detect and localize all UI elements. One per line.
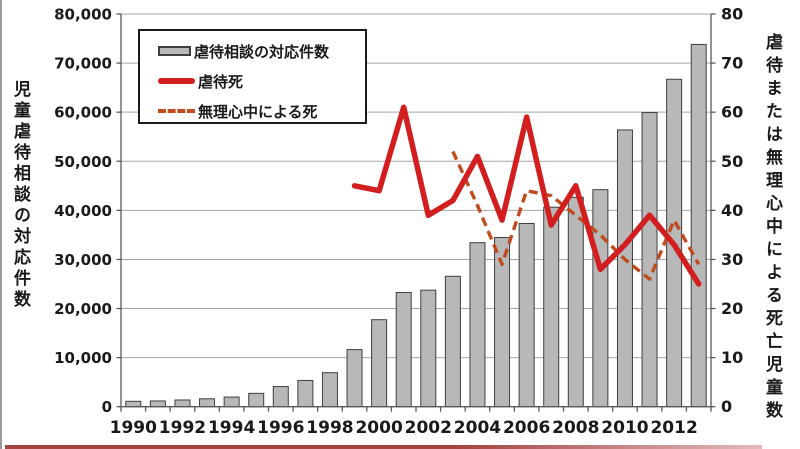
bar-2007 bbox=[543, 206, 560, 408]
window-edge-left bbox=[0, 0, 2, 449]
y-right-tick-label: 0 bbox=[721, 397, 732, 416]
x-tick-label: 2002 bbox=[405, 418, 452, 438]
y-right-tick-label: 80 bbox=[721, 5, 743, 24]
y-right-tick-label: 10 bbox=[721, 348, 743, 367]
x-tick-label: 1998 bbox=[306, 418, 353, 438]
bar-2002 bbox=[420, 289, 437, 408]
y-left-tick-label: 60,000 bbox=[54, 104, 112, 122]
solid-line-swatch-icon bbox=[158, 78, 195, 84]
x-tick-label: 2012 bbox=[650, 418, 697, 438]
y-right-tick-label: 60 bbox=[721, 103, 743, 122]
y-left-tick-label: 20,000 bbox=[54, 300, 112, 318]
bar-1998 bbox=[321, 372, 338, 408]
bar-1997 bbox=[297, 379, 314, 408]
bar-2004 bbox=[469, 242, 486, 408]
legend-label-murder-suicide: 無理心中による死 bbox=[198, 102, 318, 121]
dashed-line-swatch-icon bbox=[158, 109, 195, 113]
y-left-tick-label: 70,000 bbox=[54, 55, 112, 73]
y-left-tick-label: 10,000 bbox=[54, 349, 112, 367]
bar-1996 bbox=[272, 386, 289, 408]
bar-2013 bbox=[690, 43, 707, 408]
x-tick-label: 2006 bbox=[503, 418, 550, 438]
x-tick-label: 2004 bbox=[454, 418, 501, 438]
y-left-tick-label: 80,000 bbox=[54, 6, 112, 24]
legend-label-bars: 虐待相談の対応件数 bbox=[194, 42, 330, 61]
bar-2011 bbox=[641, 112, 658, 408]
bar-2001 bbox=[395, 291, 412, 408]
y-axis-title-right: 虐待または無理心中による死亡児童数 bbox=[762, 33, 782, 424]
bar-1992 bbox=[174, 399, 191, 408]
bar-1995 bbox=[248, 392, 265, 408]
x-tick-label: 1990 bbox=[110, 418, 157, 438]
bar-2008 bbox=[567, 196, 584, 408]
x-tick-label: 2000 bbox=[355, 418, 402, 438]
x-tick-label: 2010 bbox=[601, 418, 648, 438]
bar-2010 bbox=[616, 129, 633, 408]
y-right-tick-label: 70 bbox=[721, 54, 743, 73]
abuse-deaths-line bbox=[351, 104, 702, 287]
bar-2006 bbox=[518, 222, 535, 408]
y-right-tick-label: 50 bbox=[721, 152, 743, 171]
y-left-tick-label: 40,000 bbox=[54, 202, 112, 220]
x-tick-label: 2008 bbox=[552, 418, 599, 438]
murder-suicide-line bbox=[451, 150, 701, 281]
bar-1991 bbox=[149, 400, 166, 408]
x-tick-label: 1996 bbox=[257, 418, 304, 438]
y-right-tick-label: 40 bbox=[721, 201, 743, 220]
legend-item-abuse-deaths: 虐待死 bbox=[158, 66, 365, 96]
bar-swatch-icon bbox=[158, 46, 191, 56]
legend-label-abuse-deaths: 虐待死 bbox=[198, 72, 244, 91]
bar-1993 bbox=[199, 398, 216, 408]
bar-2009 bbox=[592, 189, 609, 408]
x-tick-label: 1992 bbox=[159, 418, 206, 438]
legend-item-bars: 虐待相談の対応件数 bbox=[158, 36, 365, 66]
bar-1990 bbox=[125, 400, 142, 408]
x-tick-label: 1994 bbox=[208, 418, 255, 438]
y-left-tick-label: 30,000 bbox=[54, 251, 112, 269]
legend: 虐待相談の対応件数 虐待死 無理心中による死 bbox=[138, 29, 367, 124]
window-edge-bottom bbox=[5, 445, 762, 449]
y-left-tick-label: 0 bbox=[102, 398, 112, 416]
y-right-tick-label: 20 bbox=[721, 299, 743, 318]
bar-2003 bbox=[444, 275, 461, 408]
legend-item-murder-suicide: 無理心中による死 bbox=[158, 96, 365, 126]
bar-2000 bbox=[371, 319, 388, 408]
bar-1994 bbox=[223, 396, 240, 408]
y-right-tick-label: 30 bbox=[721, 250, 743, 269]
y-axis-title-left: 児童虐待相談の対応件数 bbox=[10, 80, 30, 311]
y-left-tick-label: 50,000 bbox=[54, 153, 112, 171]
bar-1999 bbox=[346, 349, 363, 408]
